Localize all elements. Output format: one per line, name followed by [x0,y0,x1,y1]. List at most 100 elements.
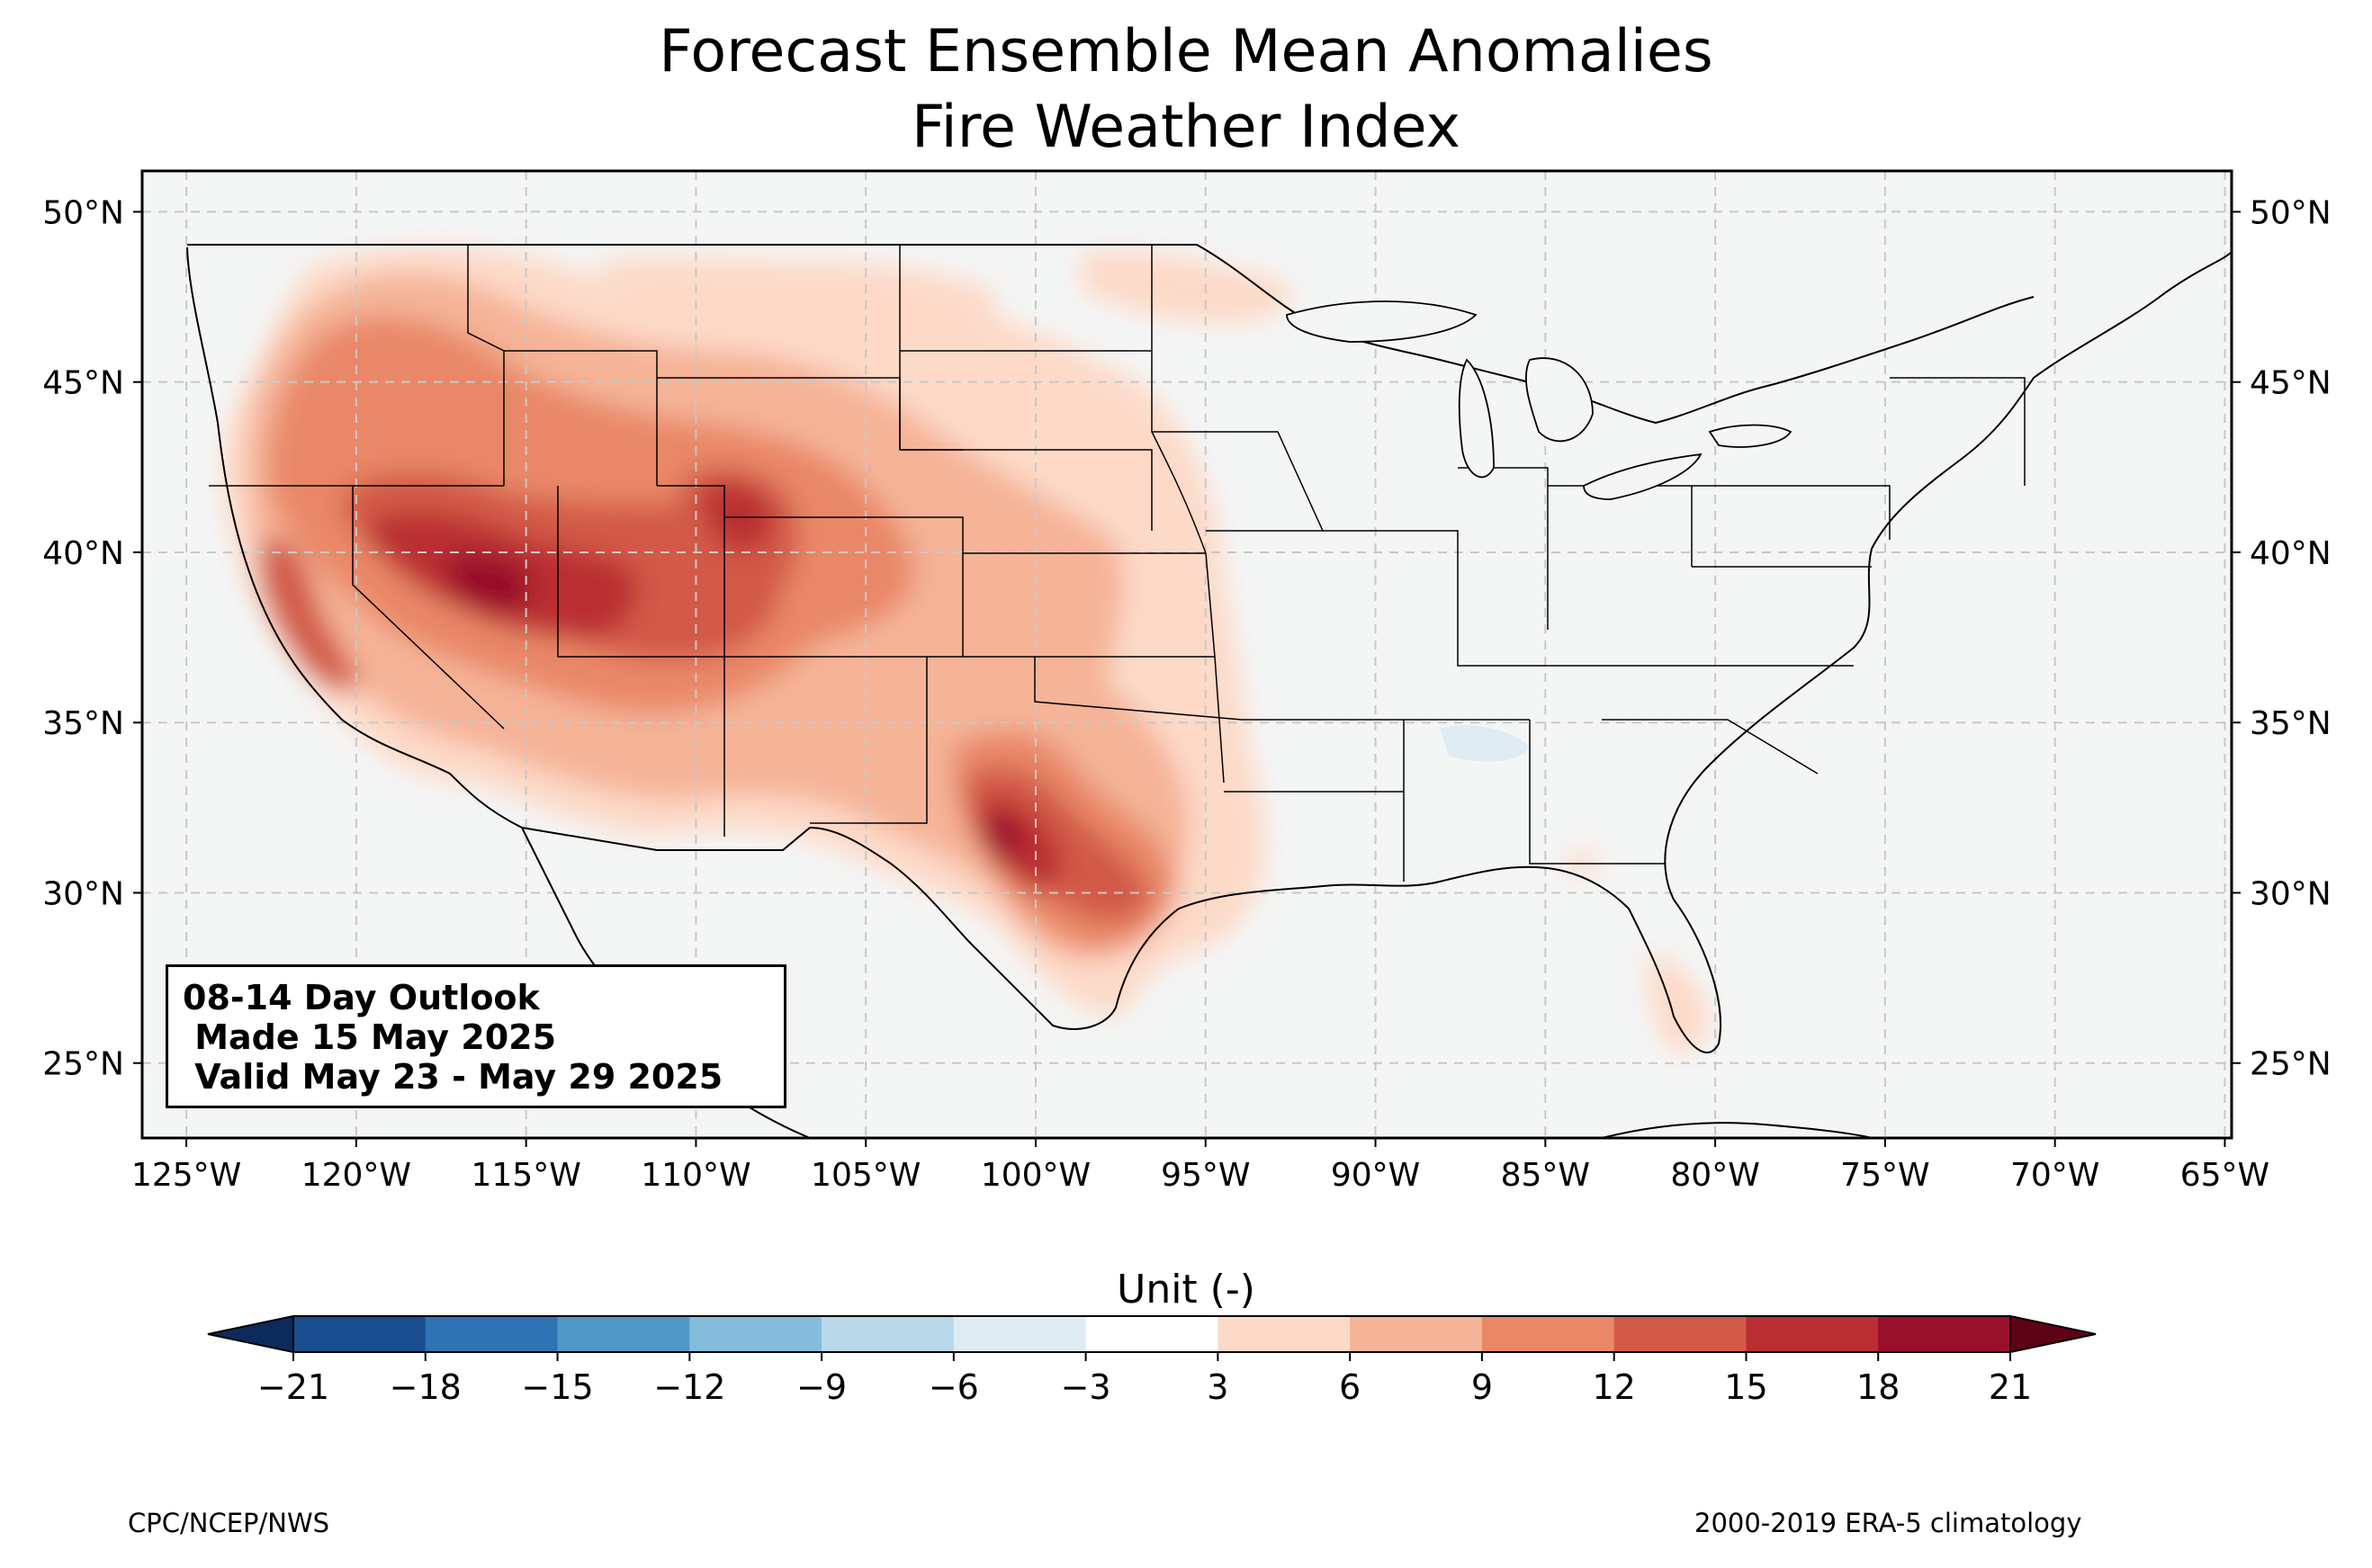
lake-huron [1524,357,1594,443]
lake-superior [1286,300,1478,343]
border-line [467,245,505,486]
colorbar-segment [822,1316,955,1352]
footer-climatology: 2000-2019 ERA-5 climatology [1694,1508,2082,1538]
lon-label: 125°W [131,1157,241,1194]
colorbar-tick-label: 15 [1724,1367,1767,1407]
colorbar-segment [1613,1316,1747,1352]
lake-erie [1583,452,1703,500]
colorbar-segment [293,1316,427,1352]
border-line [900,449,1153,531]
border-line [1034,657,1243,721]
anomaly-area-3-6-north [594,256,997,324]
border-line [557,486,725,837]
lat-label-right: 50°N [2250,194,2332,231]
border-line [657,485,927,658]
colorbar-segment [1085,1316,1218,1352]
lat-label-left: 30°N [42,875,124,912]
border-line [1457,621,1854,667]
map-frame [140,169,2233,1140]
lat-label-right: 45°N [2250,365,2332,402]
colorbar-extend-over [2009,1314,2097,1354]
lat-label-left: 45°N [42,365,124,402]
lat-label-left: 35°N [42,705,124,742]
anomaly-area-18-21 [445,554,534,612]
colorbar-tick-label: −9 [796,1367,847,1407]
lon-label: 75°W [1840,1157,1929,1194]
border-line [1152,431,1325,532]
lon-label: 70°W [2010,1157,2099,1194]
border-line [724,516,964,657]
colorbar-segment [689,1316,822,1352]
lat-label-left: 25°N [42,1046,124,1083]
us-outline [186,246,2232,1053]
anomaly-area-3-6-florida [1647,954,1710,1053]
anomaly-area-3-6-dakota [1080,249,1293,324]
lat-label-left: 40°N [42,535,124,572]
lon-label: 90°W [1331,1157,1420,1194]
lon-label: 110°W [641,1157,750,1194]
border-line [352,486,505,730]
colorbar-tick-label: −6 [929,1367,979,1407]
lake-ontario [1708,424,1792,448]
border-line [504,350,658,486]
outlook-info-box: 08-14 Day Outlook Made 15 May 2025 Valid… [166,964,786,1108]
footer-credit: CPC/NCEP/NWS [128,1508,330,1538]
border-line [1529,720,1665,865]
chart-title-line1: Forecast Ensemble Mean Anomalies [659,18,1713,85]
colorbar-tick-label: 12 [1593,1367,1636,1407]
info-line-2: Made 15 May 2025 [183,1017,557,1057]
lon-label: 65°W [2180,1157,2269,1194]
colorbar-tick-label: 18 [1856,1367,1900,1407]
colorbar-tick-label: 3 [1207,1367,1228,1407]
colorbar-segment [1878,1316,2011,1352]
lon-label: 105°W [811,1157,921,1194]
border-line [1323,530,1459,621]
border-line [1602,719,1819,775]
colorbar-tick-label: 9 [1471,1367,1493,1407]
colorbar-title: Unit (-) [1117,1267,1255,1313]
colorbar-tick-label: 21 [1989,1367,2032,1407]
lat-label-right: 25°N [2250,1046,2332,1083]
info-line-1: 08-14 Day Outlook [183,978,540,1017]
lon-label: 100°W [981,1157,1091,1194]
lon-label: 120°W [301,1157,411,1194]
border-line [810,657,928,824]
anomaly-area-18-21-tx [984,815,1021,861]
anomaly-shading [221,246,1710,1053]
colorbar-tick-label: 6 [1339,1367,1361,1407]
anomaly-area-12-15-ca [258,538,360,692]
colorbar-segment [1350,1316,1483,1352]
colorbar-tick-label: −3 [1061,1367,1111,1407]
lat-label-right: 40°N [2250,535,2332,572]
colorbar-tick-label: −15 [521,1367,593,1407]
longitude-labels: 125°W 120°W 115°W 110°W 105°W 100°W 95°W 90°W 85… [131,1138,2269,1194]
colorbar-tick-label: −12 [653,1367,725,1407]
latitude-labels-right: 50°N 45°N 40°N 35°N 30°N 25°N [2232,194,2332,1083]
gridlines [142,171,2232,1138]
colorbar-extend-under [207,1314,294,1354]
lake-michigan [1458,358,1495,479]
chart-title-line2: Fire Weather Index [912,94,1460,161]
border-line [1151,245,1207,554]
colorbar-segment [557,1316,690,1352]
lon-label: 85°W [1501,1157,1590,1194]
great-lakes [1286,300,1792,500]
colorbar-tick-label: −18 [390,1367,462,1407]
lon-label: 115°W [471,1157,580,1194]
lat-label-left: 50°N [42,194,124,231]
colorbar-segment [953,1316,1087,1352]
state-borders [209,245,2026,882]
colorbar-segment [1217,1316,1351,1352]
border-line [1205,552,1216,658]
info-line-3: Valid May 23 - May 29 2025 [183,1057,723,1097]
colorbar-outline [292,1315,2011,1353]
lon-label: 95°W [1161,1157,1250,1194]
lat-label-right: 30°N [2250,875,2332,912]
colorbar: −21 −18 −15 −12 −9 −6 −3 3 6 9 12 15 18 21 [207,1314,2097,1407]
colorbar-segment [425,1316,559,1352]
anomaly-area-negative [1440,725,1530,762]
anomaly-area-3-6-gulf [1566,850,1602,875]
lon-label: 80°W [1670,1157,1759,1194]
colorbar-tick-label: −21 [257,1367,329,1407]
